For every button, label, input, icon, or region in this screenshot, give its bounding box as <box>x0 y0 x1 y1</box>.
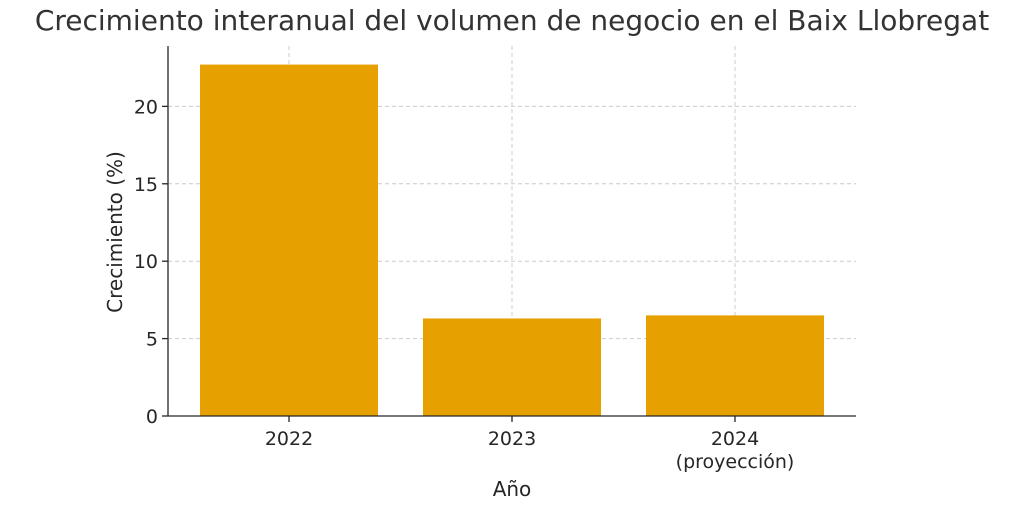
tick-labels: 0 5 10 15 20 2022 2023 2024 (proyección) <box>134 96 795 473</box>
x-tick-label: 2024 (proyección) <box>676 428 795 473</box>
bar-2022 <box>200 64 378 417</box>
chart-title: Crecimiento interanual del volumen de ne… <box>34 4 990 37</box>
y-tick-label: 15 <box>134 174 158 196</box>
y-tick-label: 20 <box>134 96 158 118</box>
y-tick-label: 0 <box>146 406 158 428</box>
x-tick-label: 2023 <box>488 428 536 450</box>
y-tick-label: 5 <box>146 329 158 351</box>
bar-2023 <box>423 318 601 416</box>
y-axis-label: Crecimiento (%) <box>103 151 127 313</box>
axes <box>162 46 856 422</box>
bars <box>200 64 824 417</box>
bar-2024 <box>646 315 824 416</box>
x-tick-label: 2022 <box>265 428 313 450</box>
x-axis-label: Año <box>493 477 532 501</box>
y-tick-label: 10 <box>134 251 158 273</box>
